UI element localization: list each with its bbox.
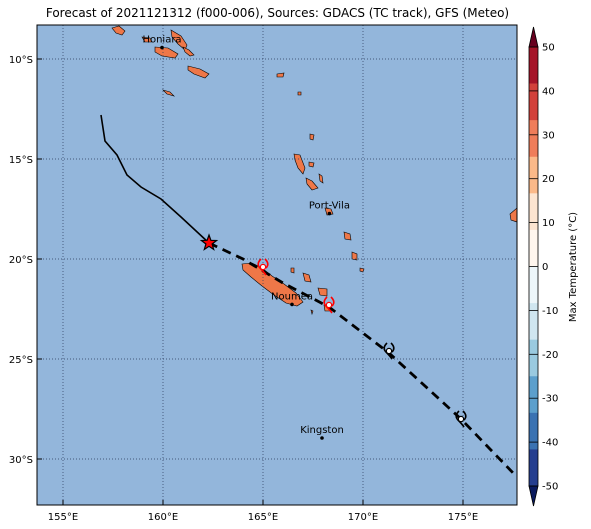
- colorbar-segment: [529, 339, 538, 377]
- lat-tick-label: 10°S: [9, 55, 33, 66]
- colorbar-tick-label: 50: [542, 43, 555, 54]
- island-vanikoro: [276, 72, 285, 78]
- colorbar-tick-label: -20: [542, 350, 558, 361]
- colorbar-tick-label: 10: [542, 218, 555, 229]
- cyclone-symbol: [383, 342, 395, 360]
- island-ouvea: [302, 272, 312, 283]
- island-malekula: [305, 177, 319, 191]
- island-walpole: [310, 309, 314, 316]
- colorbar-tick-label: -50: [542, 482, 558, 493]
- colorbar-segment: [529, 156, 538, 194]
- lat-tick-label: 20°S: [9, 255, 33, 266]
- land-layer: [111, 25, 517, 316]
- island-fiji-edge: [509, 207, 517, 223]
- island-torres: [309, 133, 315, 141]
- island-ambae: [308, 161, 315, 168]
- colorbar-segment: [529, 266, 538, 304]
- island-rennell: [161, 89, 176, 97]
- city-markers: Honiara Port-Vila Noumea Kingston: [142, 35, 350, 440]
- colorbar-segment: [529, 47, 538, 84]
- city-label: Port-Vila: [309, 201, 350, 212]
- lat-tick-label: 30°S: [9, 455, 33, 466]
- lat-tick-label: 25°S: [9, 355, 33, 366]
- island-lifou: [317, 287, 328, 297]
- colorbar-segment: [529, 376, 538, 414]
- colorbar-tick-label: 0: [542, 262, 548, 273]
- longitude-ticks: 155°E 160°E 165°E 170°E 175°E: [48, 500, 478, 523]
- island-belep: [290, 267, 295, 274]
- lon-tick-label: 170°E: [348, 512, 378, 523]
- ocean-area: [37, 25, 517, 505]
- lat-tick-label: 15°S: [9, 155, 33, 166]
- colorbar-tick-label: -40: [542, 438, 558, 449]
- cyclone-symbol: [455, 410, 467, 428]
- colorbar-segment: [529, 83, 538, 121]
- latitude-ticks: 10°S 15°S 20°S 25°S 30°S: [9, 55, 42, 466]
- island-tikopia: [297, 91, 302, 96]
- colorbar-segment: [529, 303, 538, 340]
- colorbar-extend-min: [528, 485, 539, 507]
- city-label: Kingston: [300, 425, 344, 436]
- island-tanna: [351, 251, 358, 261]
- island-guadalcanal: [154, 46, 179, 59]
- colorbar-segment: [529, 229, 538, 267]
- city-marker: [290, 302, 294, 307]
- island-malaita: [182, 46, 195, 57]
- map-title: Forecast of 2021121312 (f000-006), Sourc…: [45, 6, 510, 20]
- island-new-georgia: [141, 36, 153, 43]
- colorbar-segment: [529, 120, 538, 158]
- lon-tick-label: 155°E: [48, 512, 78, 523]
- lon-tick-label: 165°E: [248, 512, 278, 523]
- island-makira: [187, 65, 210, 79]
- city-marker: [327, 211, 332, 216]
- city-marker: [160, 45, 164, 50]
- colorbar-ticks: 50 40 30 20 10 0 -10 -20 -30 -40 -50: [529, 43, 558, 493]
- island-pentecost: [318, 173, 324, 184]
- island-erromango: [343, 231, 352, 241]
- colorbar-tick-label: -10: [542, 306, 558, 317]
- cyclone-symbol: [323, 296, 335, 314]
- colorbar-label: Max Temperature (°C): [568, 212, 579, 322]
- current-position-star: [199, 233, 219, 251]
- city-label: Honiara: [142, 35, 181, 46]
- colorbar-segment: [529, 449, 538, 487]
- island-espiritu-santo: [293, 153, 306, 175]
- colorbar-tick-label: 30: [542, 130, 555, 141]
- colorbar-tick-label: 40: [542, 86, 555, 97]
- island-aneityum: [359, 267, 365, 273]
- colorbar-segment: [529, 193, 538, 231]
- colorbar-tick-label: 20: [542, 174, 555, 185]
- colorbar-extend-max: [528, 26, 539, 48]
- past-storm-track: [100, 114, 210, 244]
- cyclone-symbols: [257, 258, 467, 428]
- lon-tick-label: 175°E: [448, 512, 478, 523]
- city-label: Noumea: [271, 291, 313, 302]
- map-frame: [36, 24, 518, 506]
- colorbar-segment: [529, 412, 538, 450]
- city-marker: [320, 436, 324, 440]
- lon-tick-label: 160°E: [148, 512, 178, 523]
- colorbar-tick-label: -30: [542, 394, 558, 405]
- cyclone-symbol: [257, 258, 269, 276]
- island-choiseul: [111, 25, 126, 36]
